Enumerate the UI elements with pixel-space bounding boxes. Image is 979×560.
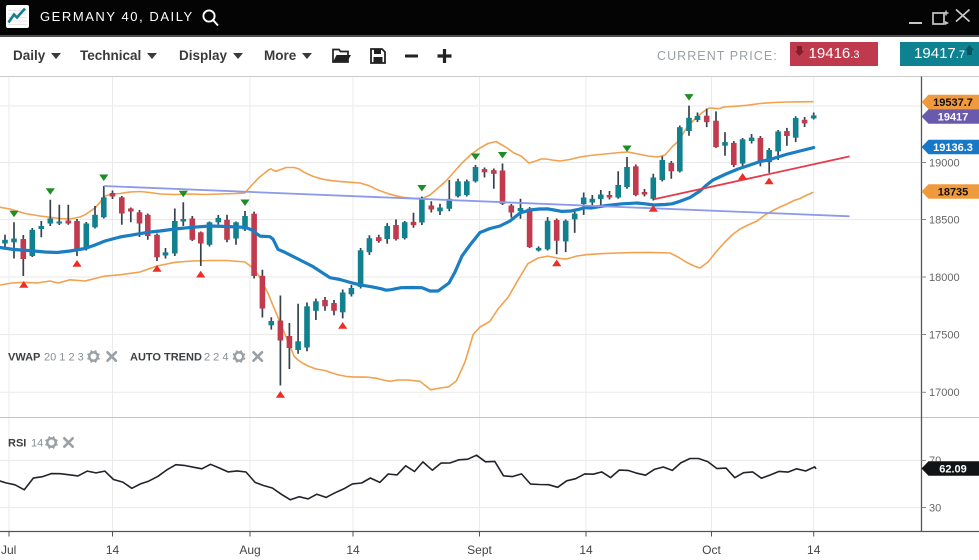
svg-text:14: 14 — [106, 543, 120, 557]
svg-text:VWAP: VWAP — [8, 352, 40, 364]
svg-text:30: 30 — [929, 502, 941, 514]
svg-text:Aug: Aug — [239, 543, 260, 557]
svg-text:19136.3: 19136.3 — [933, 142, 973, 154]
svg-text:20 1 2 3: 20 1 2 3 — [44, 352, 84, 364]
svg-text:14: 14 — [346, 543, 360, 557]
svg-text:Sept: Sept — [467, 543, 492, 557]
svg-text:14: 14 — [579, 543, 593, 557]
svg-text:18735: 18735 — [938, 186, 969, 198]
svg-text:Oct: Oct — [702, 543, 721, 557]
svg-text:62.09: 62.09 — [939, 463, 967, 475]
svg-text:AUTO TREND: AUTO TREND — [130, 352, 202, 364]
svg-text:19537.7: 19537.7 — [933, 97, 973, 109]
svg-text:14: 14 — [807, 543, 821, 557]
svg-text:19000: 19000 — [929, 157, 960, 169]
svg-text:17500: 17500 — [929, 329, 960, 341]
svg-text:RSI: RSI — [8, 438, 26, 450]
svg-text:2 2 4: 2 2 4 — [204, 352, 228, 364]
svg-text:18000: 18000 — [929, 272, 960, 284]
svg-text:17000: 17000 — [929, 387, 960, 399]
svg-text:18500: 18500 — [929, 214, 960, 226]
svg-text:14: 14 — [31, 438, 43, 450]
svg-text:19417: 19417 — [938, 111, 969, 123]
svg-text:Jul: Jul — [1, 543, 16, 557]
